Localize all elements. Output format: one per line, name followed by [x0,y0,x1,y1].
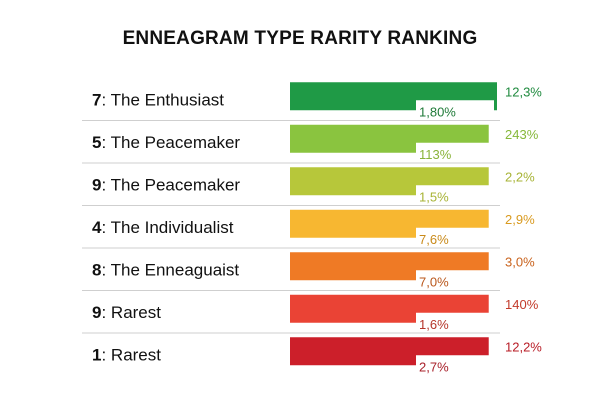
data-label-inner: 1,80% [419,104,456,119]
data-label-inner: 113% [419,147,452,162]
category-number: 8 [92,260,101,279]
data-label-inner: 7,6% [419,232,449,247]
category-label: 4: The Individualist [92,218,234,237]
category-number: 9 [92,303,101,322]
inner-label-box [416,227,494,248]
category-text: : The Enthusiast [101,90,224,109]
data-label-outer: 12,2% [505,339,542,354]
data-label-inner: 2,7% [419,359,449,374]
inner-label-box [416,312,494,333]
category-label: 8: The Enneaguaist [92,260,239,279]
inner-label-box [416,142,494,163]
category-label: 5: The Peacemaker [92,133,240,152]
category-number: 1 [92,345,101,364]
category-label: 1: Rarest [92,345,161,364]
inner-label-box [416,185,494,206]
category-text: : Rarest [101,303,161,322]
category-number: 5 [92,133,101,152]
inner-label-box [416,100,494,121]
data-label-inner: 1,6% [419,317,449,332]
data-label-outer: 12,3% [505,84,542,99]
data-label-outer: 2,9% [505,212,535,227]
category-text: : The Enneaguaist [101,260,239,279]
data-label-inner: 7,0% [419,274,449,289]
category-label: 7: The Enthusiast [92,90,224,109]
category-text: : Rarest [101,345,161,364]
category-number: 4 [92,218,102,237]
category-label: 9: Rarest [92,303,161,322]
inner-label-box [416,270,494,291]
inner-label-box [416,355,494,376]
category-text: : The Individualist [101,218,233,237]
data-label-outer: 3,0% [505,254,535,269]
data-label-outer: 2,2% [505,169,535,184]
data-label-outer: 243% [505,127,539,142]
category-number: 7 [92,90,101,109]
data-label-outer: 140% [505,297,539,312]
category-label: 9: The Peacemaker [92,175,240,194]
data-label-inner: 1,5% [419,189,449,204]
chart-title: ENNEAGRAM TYPE RARITY RANKING [122,28,478,49]
category-text: : The Peacemaker [101,133,240,152]
category-text: : The Peacemaker [101,175,240,194]
category-number: 9 [92,175,101,194]
